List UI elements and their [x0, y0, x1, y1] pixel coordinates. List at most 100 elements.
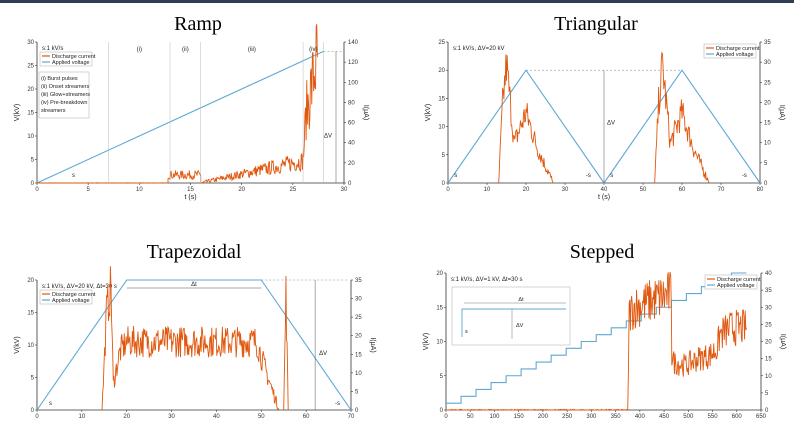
y-tick-label: 20 — [27, 87, 34, 93]
phase-label: (i) — [137, 47, 142, 53]
x-tick-label: 80 — [757, 187, 764, 193]
y-tick-label: 15 — [438, 96, 445, 102]
y2-tick-label: 35 — [355, 278, 362, 284]
legend-box — [39, 51, 93, 67]
legend-voltage-label: Applied voltage — [52, 60, 90, 66]
y2-tick-label: 30 — [765, 305, 772, 311]
x-axis-label: t (s) — [184, 194, 196, 201]
y2-tick-label: 20 — [348, 161, 355, 167]
y-tick-label: 0 — [440, 408, 444, 414]
chart-title: Triangular — [554, 13, 638, 35]
y2-tick-label: 140 — [348, 40, 359, 46]
slope-label: -s — [335, 401, 340, 407]
x-tick-label: 60 — [303, 414, 310, 420]
x-tick-label: 10 — [79, 414, 86, 420]
slope-label: s — [454, 173, 457, 179]
y2-tick-label: 25 — [764, 80, 771, 86]
slope-label: -s — [586, 173, 591, 179]
chart-params: s:1 kV/s, ΔV=20 kV — [453, 46, 505, 52]
current-series — [446, 271, 747, 411]
x-tick-label: 500 — [683, 414, 694, 420]
x-tick-label: 450 — [659, 414, 670, 420]
x-tick-label: 250 — [562, 414, 573, 420]
y-tick-label: 5 — [440, 374, 444, 380]
y-tick-label: 10 — [27, 343, 34, 349]
x-tick-label: 30 — [168, 414, 175, 420]
delta-label: ΔV — [607, 121, 615, 127]
phase-key-item: streamers — [41, 108, 66, 114]
y2-tick-label: 20 — [764, 100, 771, 106]
top-bar — [0, 0, 794, 3]
phase-key-item: (ii) Onset streamers — [41, 84, 90, 90]
y2-tick-label: 25 — [765, 322, 772, 328]
y-tick-label: 25 — [438, 40, 445, 46]
legend-box — [39, 289, 93, 305]
y2-tick-label: 35 — [764, 40, 771, 46]
inset-dv-label: ΔV — [516, 323, 524, 329]
y-tick-label: 5 — [442, 153, 446, 159]
x-tick-label: 50 — [258, 414, 265, 420]
slope-label: s — [72, 173, 75, 179]
legend-current-label: Discharge current — [716, 46, 760, 52]
y-tick-label: 20 — [438, 68, 445, 74]
inset-box — [451, 286, 571, 346]
y2-tick-label: 10 — [355, 371, 362, 377]
y-tick-label: 0 — [442, 181, 446, 187]
phase-key-item: (iii) Glow+streamers — [41, 92, 90, 98]
chart-params: s:1 kV/s, ΔV=1 kV, Δt=30 s — [451, 277, 523, 283]
y2-tick-label: 15 — [765, 357, 772, 363]
y2-tick-label: 20 — [765, 340, 772, 346]
current-series — [36, 24, 318, 184]
current-series — [283, 275, 289, 411]
y2-tick-label: 40 — [348, 141, 355, 147]
y2-axis-label: I(μA) — [369, 337, 376, 352]
x-tick-label: 150 — [514, 414, 525, 420]
y2-axis-label: I(μA) — [362, 105, 369, 120]
y2-tick-label: 15 — [764, 121, 771, 127]
inset-slope-label: s — [465, 329, 468, 335]
y-tick-label: 10 — [436, 340, 443, 346]
x-tick-label: 20 — [123, 414, 130, 420]
y-axis-label: V(kV) — [425, 104, 432, 122]
legend-current-label: Discharge current — [717, 277, 761, 283]
inset-step — [461, 308, 566, 337]
y2-tick-label: 60 — [348, 121, 355, 127]
y-tick-label: 15 — [436, 305, 443, 311]
y2-tick-label: 5 — [765, 391, 769, 397]
current-series — [654, 51, 710, 184]
voltage-series — [36, 279, 352, 411]
y2-tick-label: 10 — [765, 374, 772, 380]
phase-key-item: (iv) Pre-breakdown — [41, 100, 87, 106]
x-tick-label: 550 — [708, 414, 719, 420]
y-tick-label: 15 — [27, 311, 34, 317]
x-tick-label: 0 — [35, 414, 39, 420]
y2-tick-label: 40 — [765, 271, 772, 277]
x-tick-label: 50 — [640, 187, 647, 193]
x-tick-label: 200 — [538, 414, 549, 420]
x-tick-label: 40 — [601, 187, 608, 193]
y-tick-label: 0 — [31, 408, 35, 414]
phase-label: (iv) — [309, 47, 317, 53]
x-tick-label: 30 — [562, 187, 569, 193]
x-tick-label: 350 — [611, 414, 622, 420]
delta-label: ΔV — [324, 134, 332, 140]
x-tick-label: 40 — [213, 414, 220, 420]
legend-voltage-label: Applied voltage — [716, 52, 754, 58]
y-tick-label: 5 — [31, 376, 35, 382]
phase-label: (iii) — [248, 47, 256, 53]
y2-tick-label: 25 — [355, 315, 362, 321]
y-tick-label: 15 — [27, 111, 34, 117]
x-tick-label: 70 — [718, 187, 725, 193]
y2-tick-label: 5 — [355, 389, 359, 395]
x-tick-label: 20 — [238, 187, 245, 193]
y2-tick-label: 10 — [764, 141, 771, 147]
y-tick-label: 0 — [31, 181, 35, 187]
y2-tick-label: 0 — [764, 181, 768, 187]
x-tick-label: 600 — [732, 414, 743, 420]
y2-tick-label: 35 — [765, 288, 772, 294]
y-tick-label: 20 — [436, 271, 443, 277]
y2-axis-label: I(μA) — [778, 105, 785, 120]
slope-label: s — [49, 401, 52, 407]
